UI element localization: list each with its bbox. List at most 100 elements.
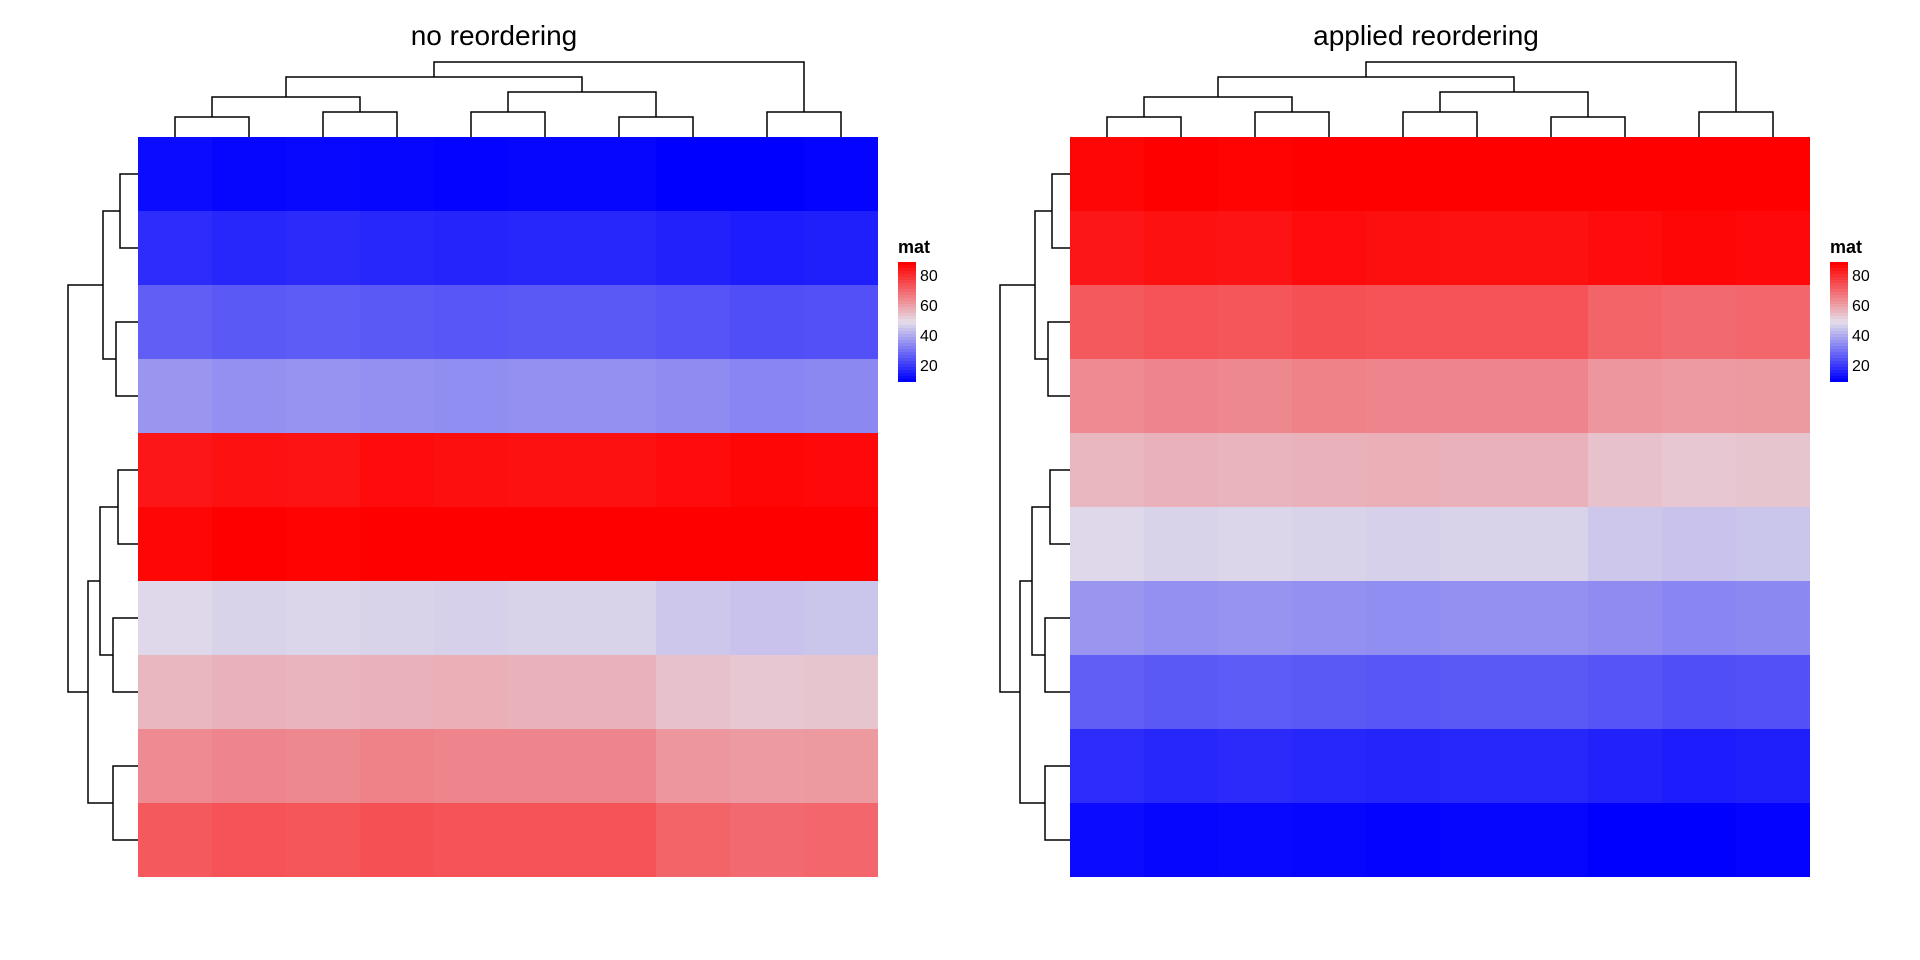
- heatmap-cell: [1662, 285, 1736, 359]
- heatmap-cell: [138, 211, 212, 285]
- row-dendrogram: [58, 137, 138, 877]
- heatmap-cell: [212, 581, 286, 655]
- heatmap-cell: [582, 211, 656, 285]
- heatmap-cell: [804, 803, 878, 877]
- heatmap-panel: applied reorderingmat80604020: [990, 20, 1862, 877]
- heatmap-cell: [1588, 581, 1662, 655]
- heatmap-cell: [1144, 285, 1218, 359]
- heatmap-cell: [286, 211, 360, 285]
- heatmap-cell: [1736, 285, 1810, 359]
- heatmap-cell: [286, 655, 360, 729]
- heatmap-cell: [1070, 211, 1144, 285]
- heatmap-cell: [1218, 581, 1292, 655]
- heatmap-cell: [138, 655, 212, 729]
- heatmap-cell: [582, 655, 656, 729]
- heatmap-cell: [1366, 433, 1440, 507]
- heatmap-cell: [1514, 359, 1588, 433]
- heatmap-cell: [1514, 729, 1588, 803]
- heatmap-cell: [656, 137, 730, 211]
- heatmap-cell: [656, 359, 730, 433]
- heatmap-cell: [582, 433, 656, 507]
- heatmap-cell: [1736, 433, 1810, 507]
- heatmap-cell: [656, 211, 730, 285]
- heatmap-cell: [1292, 433, 1366, 507]
- heatmap-cell: [1662, 655, 1736, 729]
- heatmap-cell: [804, 433, 878, 507]
- heatmap-cell: [1070, 803, 1144, 877]
- heatmap-cell: [1440, 211, 1514, 285]
- heatmap-cell: [1366, 655, 1440, 729]
- heatmap-cell: [434, 581, 508, 655]
- legend-colorbar: [898, 262, 916, 382]
- heatmap-cell: [286, 285, 360, 359]
- heatmap-cell: [582, 507, 656, 581]
- legend-title: mat: [1830, 237, 1862, 258]
- heatmap-cell: [582, 137, 656, 211]
- legend-title: mat: [898, 237, 930, 258]
- heatmap-cell: [582, 729, 656, 803]
- heatmap-cell: [1218, 803, 1292, 877]
- heatmap-cell: [360, 655, 434, 729]
- heatmap-cell: [1588, 507, 1662, 581]
- heatmap-cell: [804, 655, 878, 729]
- heatmap-cell: [138, 803, 212, 877]
- heatmap-cell: [360, 507, 434, 581]
- heatmap-cell: [1736, 137, 1810, 211]
- heatmap-cell: [212, 433, 286, 507]
- heatmap-cell: [138, 285, 212, 359]
- heatmap-cell: [730, 433, 804, 507]
- heatmap-cell: [1440, 285, 1514, 359]
- heatmap-cell: [1736, 581, 1810, 655]
- color-legend: mat80604020: [898, 237, 930, 382]
- heatmap-cell: [1588, 433, 1662, 507]
- heatmap-cell: [1144, 655, 1218, 729]
- heatmap-cell: [1070, 581, 1144, 655]
- heatmap-cell: [1588, 803, 1662, 877]
- heatmap-cell: [804, 507, 878, 581]
- heatmap-cell: [360, 359, 434, 433]
- heatmap-cell: [1292, 729, 1366, 803]
- heatmap-cell: [434, 507, 508, 581]
- heatmap-cell: [1662, 211, 1736, 285]
- heatmap-cell: [212, 137, 286, 211]
- heatmap-cell: [1292, 285, 1366, 359]
- heatmap-cell: [508, 211, 582, 285]
- heatmap-cell: [582, 359, 656, 433]
- heatmap-cell: [1440, 729, 1514, 803]
- heatmap-cell: [1144, 729, 1218, 803]
- heatmap-cell: [360, 137, 434, 211]
- heatmap-cell: [360, 211, 434, 285]
- heatmap-cell: [656, 581, 730, 655]
- heatmap-cell: [434, 729, 508, 803]
- heatmap-cell: [212, 285, 286, 359]
- heatmap-cell: [730, 137, 804, 211]
- heatmap-cell: [582, 581, 656, 655]
- heatmap-cell: [1588, 137, 1662, 211]
- heatmap-cell: [730, 285, 804, 359]
- heatmap-cell: [508, 655, 582, 729]
- heatmap-cell: [1736, 655, 1810, 729]
- heatmap-cell: [138, 359, 212, 433]
- heatmap-cell: [1144, 803, 1218, 877]
- heatmap-cell: [1440, 655, 1514, 729]
- heatmap-cell: [1292, 211, 1366, 285]
- legend-tick: 60: [1852, 298, 1870, 316]
- heatmap-cell: [730, 729, 804, 803]
- heatmap-cell: [1662, 137, 1736, 211]
- heatmap-cell: [1662, 803, 1736, 877]
- heatmap-cell: [1218, 137, 1292, 211]
- heatmap-cell: [1292, 655, 1366, 729]
- heatmap-cell: [508, 803, 582, 877]
- heatmap-cell: [1588, 285, 1662, 359]
- heatmap-cell: [1070, 285, 1144, 359]
- heatmap-cell: [434, 137, 508, 211]
- heatmap-cell: [1588, 359, 1662, 433]
- panel-title: applied reordering: [1313, 20, 1539, 52]
- heatmap-cell: [656, 507, 730, 581]
- heatmap-cell: [1144, 211, 1218, 285]
- heatmap-cell: [1588, 729, 1662, 803]
- heatmap-cell: [1366, 581, 1440, 655]
- heatmap-cell: [1662, 729, 1736, 803]
- heatmap-cell: [804, 211, 878, 285]
- heatmap-cell: [1070, 137, 1144, 211]
